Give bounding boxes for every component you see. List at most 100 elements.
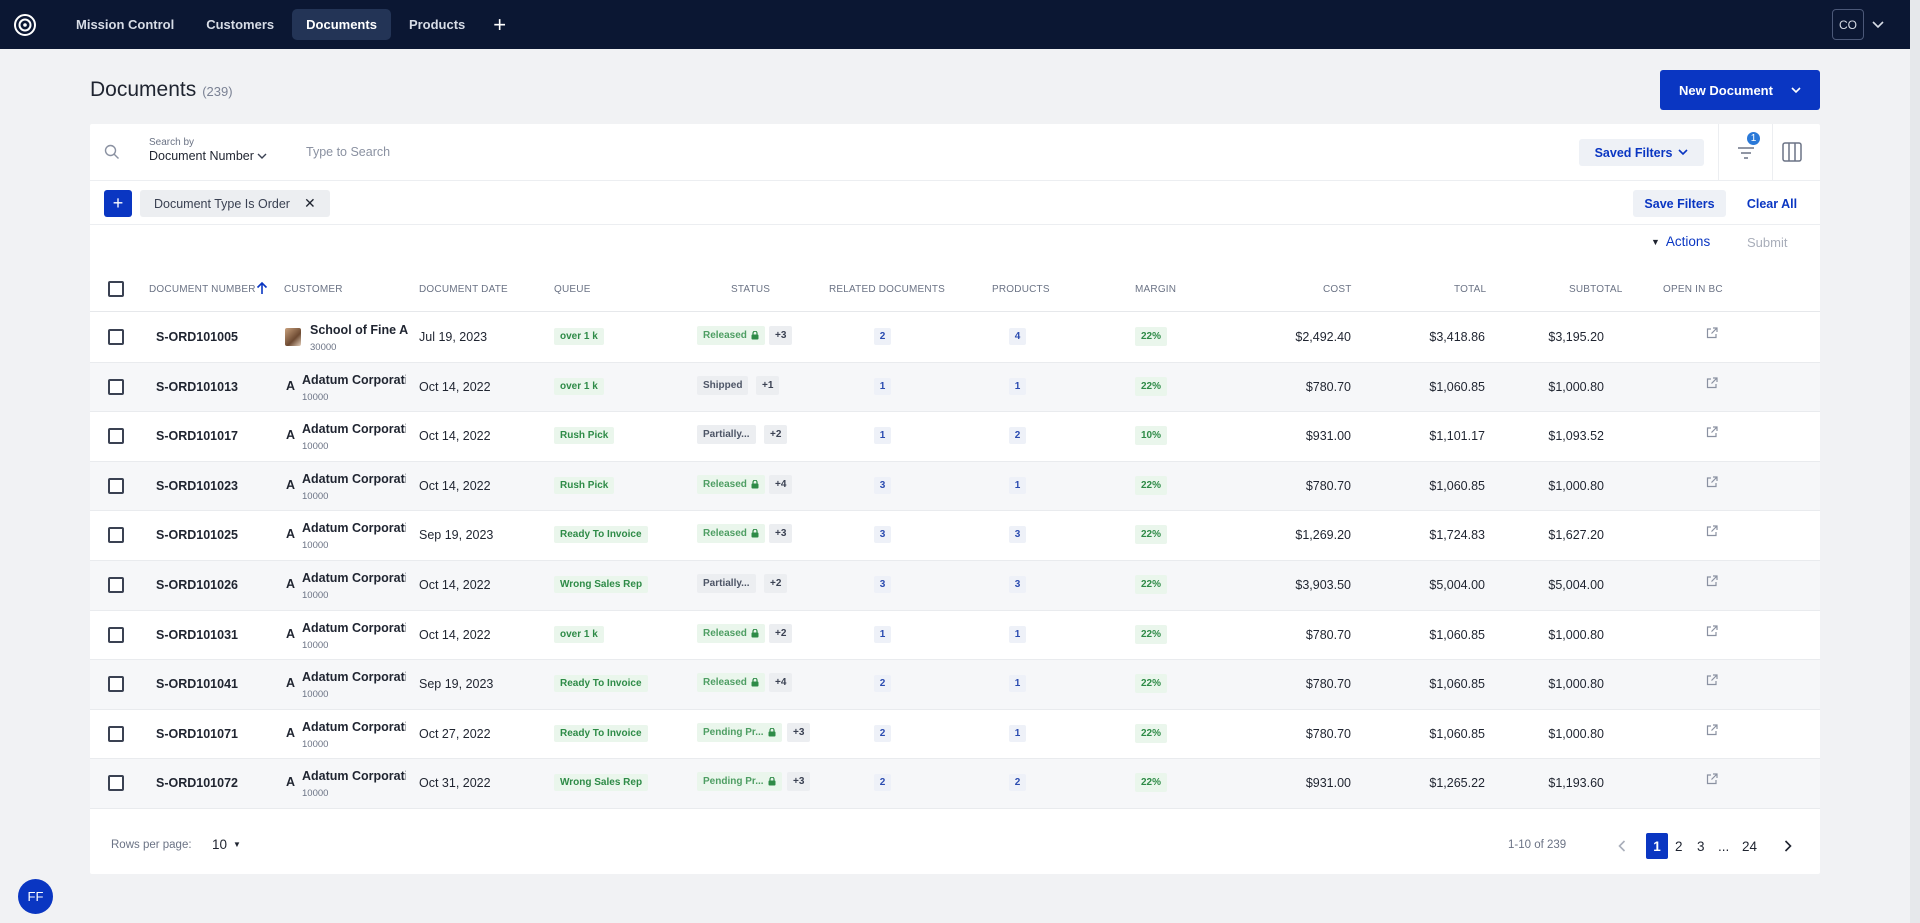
clear-all-button[interactable]: Clear All	[1746, 196, 1798, 211]
table-row[interactable]: S-ORD101071 A Adatum Corporati 10000 Oct 27,…	[90, 710, 1820, 760]
document-number[interactable]: S-ORD101071	[156, 726, 238, 741]
table-row[interactable]: S-ORD101013 A Adatum Corporati 10000 Oct 14,…	[90, 362, 1820, 413]
more-statuses-badge[interactable]: +3	[769, 524, 793, 544]
more-statuses-badge[interactable]: +3	[769, 326, 793, 345]
table-row[interactable]: S-ORD101017 A Adatum Corporati 10000 Oct 14,…	[90, 412, 1820, 462]
row-checkbox[interactable]	[108, 428, 124, 445]
external-link-icon[interactable]	[1706, 773, 1718, 788]
related-documents-count[interactable]: 3	[874, 576, 891, 593]
table-row[interactable]: S-ORD101005 School of Fine A 30000 Jul 19, …	[90, 313, 1820, 363]
related-documents-count[interactable]: 1	[874, 427, 891, 445]
document-number[interactable]: S-ORD101026	[156, 578, 238, 592]
external-link-icon[interactable]	[1706, 525, 1718, 540]
related-documents-count[interactable]: 1	[874, 377, 891, 395]
nav-products[interactable]: Products	[408, 17, 466, 32]
queue-badge[interactable]: over 1 k	[554, 377, 604, 395]
table-row[interactable]: S-ORD101026 A Adatum Corporati 10000 Oct 14,…	[90, 561, 1820, 611]
external-link-icon[interactable]	[1706, 327, 1718, 342]
queue-badge[interactable]: Ready To Invoice	[554, 526, 648, 544]
add-tab-button[interactable]: +	[493, 11, 507, 37]
more-statuses-badge[interactable]: +2	[764, 425, 788, 445]
document-number[interactable]: S-ORD101017	[156, 429, 238, 444]
user-avatar-button[interactable]: FF	[18, 879, 53, 914]
related-documents-count[interactable]: 2	[874, 328, 891, 345]
col-total[interactable]: TOTAL	[1454, 284, 1487, 295]
saved-filters-button[interactable]: Saved Filters	[1579, 139, 1704, 166]
document-number[interactable]: S-ORD101031	[156, 627, 238, 642]
status-badge[interactable]: Partially...	[697, 574, 756, 593]
customer-name[interactable]: Adatum Corporati	[302, 670, 406, 685]
status-badge[interactable]: Released	[697, 524, 765, 544]
columns-icon[interactable]	[1782, 142, 1802, 165]
col-customer[interactable]: CUSTOMER	[284, 284, 343, 295]
external-link-icon[interactable]	[1706, 376, 1718, 392]
select-all-checkbox[interactable]	[108, 281, 124, 297]
row-checkbox[interactable]	[108, 725, 124, 742]
row-checkbox[interactable]	[108, 577, 124, 593]
external-link-icon[interactable]	[1706, 724, 1718, 739]
external-link-icon[interactable]	[1706, 476, 1718, 491]
queue-badge[interactable]: over 1 k	[554, 328, 604, 345]
customer-name[interactable]: Adatum Corporati	[302, 769, 406, 784]
related-documents-count[interactable]: 3	[874, 526, 891, 544]
document-number[interactable]: S-ORD101005	[156, 330, 238, 344]
more-statuses-badge[interactable]: +2	[764, 574, 788, 593]
customer-name[interactable]: Adatum Corporati	[302, 521, 406, 536]
document-number[interactable]: S-ORD101013	[156, 379, 238, 394]
profile-menu[interactable]: CO	[1832, 9, 1884, 40]
related-documents-count[interactable]: 2	[874, 724, 891, 742]
search-by-select[interactable]: Search by Document Number	[149, 137, 267, 163]
customer-name[interactable]: School of Fine A	[310, 323, 409, 337]
related-documents-count[interactable]: 1	[874, 625, 891, 643]
row-checkbox[interactable]	[108, 626, 124, 643]
products-count[interactable]: 2	[1009, 427, 1026, 445]
more-statuses-badge[interactable]: +3	[787, 772, 811, 792]
page-scrollbar[interactable]	[1910, 0, 1920, 923]
search-input[interactable]	[306, 142, 906, 162]
products-count[interactable]: 1	[1009, 476, 1026, 494]
col-products[interactable]: PRODUCTS	[992, 284, 1050, 295]
arrow-up-icon[interactable]	[256, 281, 268, 298]
more-statuses-badge[interactable]: +4	[769, 474, 793, 494]
products-count[interactable]: 1	[1009, 377, 1026, 395]
col-queue[interactable]: QUEUE	[554, 284, 591, 295]
nav-documents[interactable]: Documents	[292, 9, 391, 40]
queue-badge[interactable]: Wrong Sales Rep	[554, 576, 649, 593]
more-statuses-badge[interactable]: +1	[756, 375, 780, 395]
rows-per-page-select[interactable]: 10 ▼	[212, 837, 241, 852]
products-count[interactable]: 3	[1009, 576, 1026, 593]
page-1-button[interactable]: 1	[1646, 833, 1668, 859]
products-count[interactable]: 4	[1009, 328, 1026, 345]
external-link-icon[interactable]	[1706, 674, 1718, 689]
products-count[interactable]: 3	[1009, 526, 1026, 544]
row-checkbox[interactable]	[108, 329, 124, 345]
col-cost[interactable]: COST	[1323, 284, 1352, 295]
actions-menu[interactable]: ▼ Actions	[1651, 234, 1710, 249]
status-badge[interactable]: Released	[697, 673, 765, 693]
table-row[interactable]: S-ORD101072 A Adatum Corporati 10000 Oct 31,…	[90, 759, 1820, 809]
previous-page-button[interactable]	[1618, 833, 1626, 859]
add-filter-button[interactable]: +	[104, 190, 132, 217]
queue-badge[interactable]: Ready To Invoice	[554, 724, 648, 742]
save-filters-button[interactable]: Save Filters	[1633, 190, 1726, 217]
close-icon[interactable]: ✕	[303, 195, 316, 211]
related-documents-count[interactable]: 2	[874, 774, 891, 792]
products-count[interactable]: 1	[1009, 724, 1026, 742]
status-badge[interactable]: Shipped	[697, 375, 749, 395]
products-count[interactable]: 2	[1009, 774, 1026, 792]
customer-name[interactable]: Adatum Corporati	[302, 620, 406, 635]
col-document-number[interactable]: DOCUMENT NUMBER	[149, 284, 256, 295]
document-number[interactable]: S-ORD101072	[156, 776, 238, 791]
document-number[interactable]: S-ORD101023	[156, 478, 238, 493]
queue-badge[interactable]: Rush Pick	[554, 427, 615, 445]
queue-badge[interactable]: Wrong Sales Rep	[554, 774, 649, 792]
table-row[interactable]: S-ORD101031 A Adatum Corporati 10000 Oct 14,…	[90, 611, 1820, 661]
col-document-date[interactable]: DOCUMENT DATE	[419, 284, 508, 295]
more-statuses-badge[interactable]: +2	[769, 623, 793, 643]
next-page-button[interactable]	[1784, 833, 1792, 859]
related-documents-count[interactable]: 2	[874, 675, 891, 693]
row-checkbox[interactable]	[108, 378, 124, 395]
customer-name[interactable]: Adatum Corporati	[302, 719, 406, 734]
queue-badge[interactable]: Ready To Invoice	[554, 675, 648, 693]
page-24-button[interactable]: 24	[1742, 838, 1758, 854]
